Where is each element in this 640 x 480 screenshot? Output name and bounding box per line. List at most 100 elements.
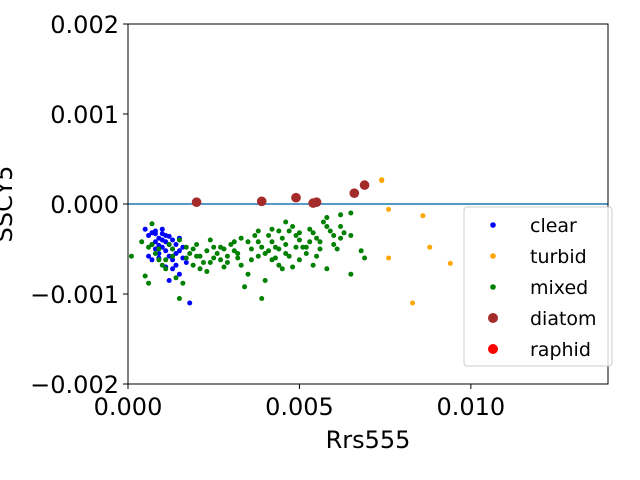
mixed-point: [296, 257, 302, 263]
mixed-point: [146, 244, 152, 250]
mixed-point: [211, 244, 217, 250]
y-axis-title: SSCY5: [0, 166, 18, 243]
mixed-point: [200, 260, 206, 265]
diatom-point: [349, 188, 360, 198]
y-axis-ticks: −0.002 −0.001 0.000 0.001 0.002: [30, 11, 128, 399]
mixed-point: [317, 239, 323, 245]
mixed-point: [276, 262, 282, 268]
turbid-point: [427, 244, 433, 250]
mixed-point: [231, 239, 237, 245]
mixed-point: [266, 248, 272, 254]
mixed-point: [163, 266, 169, 272]
mixed-point: [183, 255, 189, 261]
mixed-point: [252, 233, 258, 238]
mixed-point: [283, 251, 289, 256]
clear-point: [163, 248, 169, 254]
legend-label-turbid: turbid: [530, 246, 587, 268]
clear-point: [146, 233, 152, 238]
mixed-point: [348, 233, 354, 238]
mixed-point: [207, 260, 213, 265]
clear-point: [173, 242, 179, 247]
turbid-point: [410, 300, 416, 306]
mixed-point: [176, 237, 182, 243]
clear-point: [156, 251, 162, 256]
x-axis-ticks: 0.000 0.005 0.010: [94, 384, 505, 421]
mixed-point: [255, 228, 261, 234]
mixed-point: [255, 239, 261, 245]
clear-point: [170, 266, 176, 272]
legend-box: [463, 206, 613, 367]
mixed-point: [156, 257, 162, 263]
mixed-point: [286, 228, 292, 234]
clear-point: [163, 233, 169, 238]
mixed-point: [170, 246, 176, 252]
mixed-point: [279, 235, 285, 241]
data-points: [128, 177, 453, 306]
mixed-point: [310, 230, 316, 236]
mixed-point: [204, 248, 210, 254]
mixed-point: [194, 242, 200, 247]
x-axis-title: Rrs555: [326, 426, 411, 454]
legend-marker-turbid: [490, 253, 496, 259]
mixed-point: [303, 251, 309, 256]
mixed-point: [269, 239, 275, 245]
mixed-point: [259, 244, 265, 250]
mixed-point: [128, 253, 134, 259]
turbid-point: [386, 255, 392, 261]
mixed-point: [176, 296, 182, 301]
mixed-point: [269, 226, 275, 232]
legend-marker-mixed: [490, 284, 496, 290]
mixed-point: [286, 253, 292, 259]
mixed-point: [149, 221, 155, 227]
mixed-point: [245, 239, 251, 245]
turbid-point: [386, 206, 392, 212]
mixed-point: [290, 264, 296, 270]
mixed-point: [324, 215, 330, 220]
mixed-point: [324, 224, 330, 229]
y-tick-label: 0.001: [50, 101, 119, 129]
mixed-point: [156, 246, 162, 252]
legend-label-clear: clear: [530, 215, 577, 237]
mixed-point: [197, 253, 203, 259]
x-tick-label: 0.005: [265, 393, 334, 421]
plot-frame: [127, 23, 609, 385]
mixed-point: [348, 271, 354, 277]
mixed-point: [231, 248, 237, 254]
mixed-point: [152, 251, 158, 256]
diatom-point: [291, 192, 301, 203]
mixed-point: [334, 246, 340, 252]
mixed-point: [307, 239, 313, 245]
mixed-point: [341, 230, 347, 236]
mixed-point: [224, 253, 230, 259]
clear-point: [183, 260, 189, 265]
clear-point: [156, 242, 162, 248]
mixed-point: [283, 242, 289, 247]
mixed-point: [221, 264, 227, 270]
clear-point: [142, 226, 148, 232]
clear-point: [159, 226, 165, 232]
clear-point: [187, 300, 193, 306]
mixed-point: [235, 255, 241, 261]
mixed-point: [190, 262, 196, 268]
mixed-point: [255, 253, 261, 259]
mixed-point: [214, 251, 220, 256]
y-tick-label: −0.002: [30, 371, 119, 399]
mixed-point: [204, 269, 210, 274]
clear-point: [152, 239, 158, 245]
legend-marker-raphid: [488, 344, 498, 354]
y-tick-label: 0.002: [50, 11, 119, 39]
mixed-point: [300, 244, 306, 250]
mixed-point: [338, 224, 344, 229]
mixed-point: [338, 235, 344, 241]
legend-marker-clear: [490, 222, 496, 228]
mixed-point: [307, 226, 313, 232]
mixed-point: [279, 266, 285, 272]
mixed-point: [170, 253, 176, 259]
mixed-point: [262, 251, 268, 256]
x-tick-label: 0.000: [94, 393, 163, 421]
diatom-point: [256, 196, 267, 207]
clear-point: [159, 237, 165, 243]
mixed-point: [290, 224, 296, 229]
mixed-point: [139, 239, 145, 245]
